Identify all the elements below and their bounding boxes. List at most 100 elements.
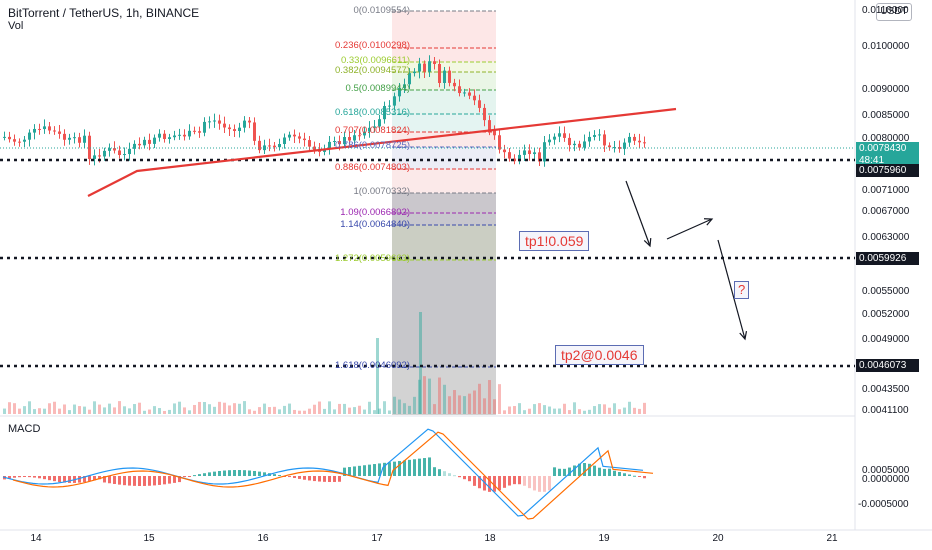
macd-histogram-bar <box>463 476 466 480</box>
macd-histogram-bar <box>468 476 471 482</box>
volume-bar <box>183 407 186 414</box>
candle-body <box>198 131 201 133</box>
level-badge: 0.0075960 <box>856 164 919 177</box>
macd-histogram-bar <box>418 458 421 476</box>
macd-histogram-bar <box>23 476 26 478</box>
macd-histogram-bar <box>428 457 431 476</box>
volume-bar <box>608 407 611 414</box>
volume-bar <box>393 396 396 414</box>
price-tick: 0.0110000 <box>862 5 909 16</box>
macd-histogram-bar <box>623 473 626 476</box>
tp2-annotation[interactable]: tp2@0.0046 <box>555 345 644 365</box>
candle-body <box>443 70 446 84</box>
candle-body <box>548 139 551 143</box>
macd-histogram-bar <box>128 476 131 486</box>
fib-zone <box>392 213 496 225</box>
volume-bar <box>208 404 211 414</box>
macd-histogram-bar <box>348 467 351 476</box>
candle-body <box>623 142 626 149</box>
volume-bar <box>388 410 391 414</box>
macd-histogram-bar <box>328 476 331 482</box>
candle-body <box>293 134 296 137</box>
time-tick: 17 <box>371 533 383 544</box>
price-tick: 0.0090000 <box>862 84 910 95</box>
time-tick: 19 <box>598 533 610 544</box>
candle-body <box>528 150 531 155</box>
volume-bar <box>263 403 266 414</box>
volume-bar <box>258 407 261 414</box>
time-tick: 18 <box>484 533 496 544</box>
currency-button[interactable]: USDT <box>876 3 912 21</box>
price-tick: 0.0055000 <box>862 286 910 297</box>
volume-bar <box>453 390 456 414</box>
macd-histogram-bar <box>228 470 231 476</box>
macd-histogram-bar <box>338 476 341 482</box>
macd-line <box>2 428 644 517</box>
volume-bar <box>533 404 536 414</box>
volume-bar <box>513 406 516 414</box>
macd-histogram-bar <box>423 458 426 476</box>
volume-bar <box>378 408 381 414</box>
macd-histogram-bar <box>598 467 601 476</box>
volume-bar <box>153 406 156 414</box>
macd-histogram-bar <box>248 470 251 476</box>
candle-body <box>343 137 346 145</box>
candle-body <box>588 136 591 142</box>
candle-body <box>533 152 536 155</box>
volume-bar <box>313 404 316 414</box>
macd-histogram-bar <box>218 471 221 476</box>
volume-bar <box>503 410 506 414</box>
candle-body <box>453 82 456 87</box>
macd-histogram-bar <box>388 462 391 476</box>
macd-histogram-bar <box>593 465 596 476</box>
volume-bar <box>493 399 496 414</box>
candle-body <box>53 130 56 132</box>
fib-level-label: 0.33(0.0096611) <box>340 55 410 66</box>
volume-bar <box>173 403 176 414</box>
macd-histogram-bar <box>358 465 361 476</box>
macd-tick: 0.0000000 <box>862 474 910 485</box>
candle-body <box>173 135 176 138</box>
candle-body <box>498 135 501 150</box>
candle-body <box>368 127 371 132</box>
fib-level-label: 0.236(0.0100298) <box>334 40 410 51</box>
candle-body <box>383 106 386 120</box>
price-tick: 0.0043500 <box>862 384 910 395</box>
candle-body <box>108 148 111 151</box>
candle-body <box>8 136 11 140</box>
macd-histogram-bar <box>153 476 156 486</box>
candle-body <box>133 143 136 149</box>
fib-level-label: 0(0.0109554) <box>353 5 410 16</box>
volume-bar <box>358 405 361 414</box>
volume-bar <box>63 404 66 414</box>
volume-bar <box>198 401 201 414</box>
volume-bar <box>468 393 471 414</box>
macd-histogram-bar <box>208 472 211 476</box>
candle-body <box>468 92 471 96</box>
fib-level-label: 0.786(0.0078725) <box>334 140 410 151</box>
volume-bar <box>373 410 376 414</box>
volume-bar <box>23 406 26 414</box>
volume-bar <box>163 410 166 414</box>
tp1-annotation[interactable]: tp1!0.059 <box>519 231 590 251</box>
question-annotation[interactable]: ? <box>734 281 750 299</box>
candle-body <box>203 121 206 133</box>
symbol-title[interactable]: BitTorrent / TetherUS, 1h, BINANCE <box>8 6 200 20</box>
fib-level-label: 1.09(0.0066802) <box>340 207 410 218</box>
fib-level-label: 1.272(0.0059663) <box>334 253 410 264</box>
candle-body <box>523 150 526 155</box>
volume-bar <box>413 396 416 414</box>
candle-body <box>463 92 466 94</box>
volume-bar <box>178 401 181 414</box>
macd-histogram-bar <box>548 476 551 491</box>
volume-bar <box>618 409 621 414</box>
macd-histogram-bar <box>448 473 451 476</box>
time-tick: 16 <box>257 533 269 544</box>
volume-bar <box>123 406 126 414</box>
macd-histogram-bar <box>398 461 401 476</box>
candle-body <box>78 137 81 143</box>
fib-zone <box>392 132 496 147</box>
volume-bar <box>48 403 51 414</box>
volume-bar <box>318 401 321 414</box>
